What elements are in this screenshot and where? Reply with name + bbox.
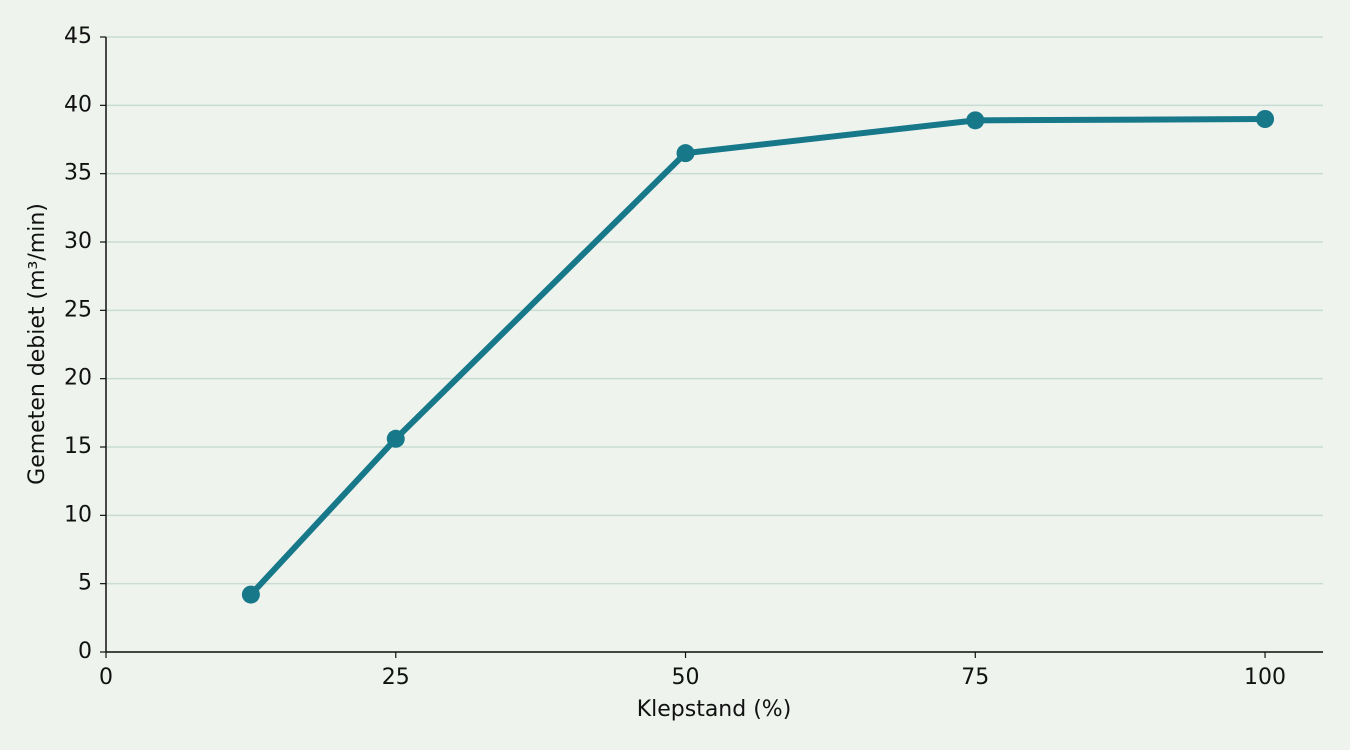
x-tick-label: 0 bbox=[99, 665, 113, 690]
x-tick-label: 100 bbox=[1244, 665, 1286, 690]
y-tick-label: 45 bbox=[64, 24, 92, 49]
y-tick-label: 25 bbox=[64, 297, 92, 322]
data-point bbox=[966, 111, 985, 130]
y-axis-label: Gemeten debiet (m³/min) bbox=[25, 203, 50, 485]
y-tick-label: 5 bbox=[78, 571, 92, 596]
x-tick-label: 50 bbox=[672, 665, 700, 690]
x-axis-label: Klepstand (%) bbox=[637, 697, 792, 722]
y-tick-label: 35 bbox=[64, 161, 92, 186]
y-tick-label: 15 bbox=[64, 434, 92, 459]
y-tick-label: 10 bbox=[64, 502, 92, 527]
y-tick-label: 0 bbox=[78, 639, 92, 664]
x-tick-label: 75 bbox=[961, 665, 989, 690]
y-tick-label: 40 bbox=[64, 92, 92, 117]
y-tick-label: 30 bbox=[64, 229, 92, 254]
x-tick-label: 25 bbox=[382, 665, 410, 690]
y-tick-label: 20 bbox=[64, 366, 92, 391]
data-point bbox=[386, 429, 405, 448]
data-point bbox=[1256, 110, 1275, 128]
data-point bbox=[676, 144, 695, 163]
data-point bbox=[241, 585, 260, 604]
